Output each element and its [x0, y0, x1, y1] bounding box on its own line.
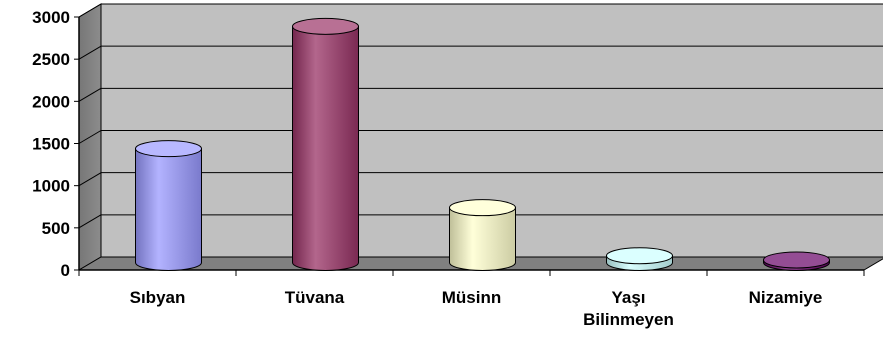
bar-3 — [606, 247, 673, 271]
gridline-side — [78, 172, 102, 187]
gridline-side — [78, 214, 102, 229]
x-tick-labels: Sıbyan Tüvana Müsinn Yaşı Bilinmeyen Nizamiye — [130, 288, 823, 329]
y-tick-label: 3000 — [32, 8, 70, 27]
gridline-side — [78, 87, 102, 102]
gridline-side — [78, 3, 102, 18]
x-tick-label: Müsinn — [442, 288, 502, 307]
bar-1 — [292, 17, 359, 271]
bars — [135, 17, 830, 271]
y-tick-labels: 0 500 1000 1500 2000 2500 3000 — [32, 8, 70, 280]
x-tick-label: Sıbyan — [130, 288, 186, 307]
y-tick-label: 2500 — [32, 50, 70, 69]
gridline-side — [78, 130, 102, 144]
y-tick-label: 0 — [61, 261, 70, 280]
y-tick-label: 2000 — [32, 92, 70, 111]
x-tick-label: Nizamiye — [749, 288, 823, 307]
y-tick-label: 1000 — [32, 177, 70, 196]
cylinder-body — [135, 148, 202, 271]
cylinder-top — [292, 17, 359, 35]
x-tick-label: Tüvana — [285, 288, 345, 307]
cylinder-top — [135, 140, 202, 158]
x-tick-label: Yaşı Bilinmeyen — [583, 288, 674, 329]
cylinder-body — [449, 207, 516, 271]
cylinder-body — [292, 25, 359, 271]
cylinder-top — [606, 247, 673, 265]
cylinder-top — [763, 251, 830, 269]
bar-2 — [449, 199, 516, 271]
gridlines — [78, 3, 883, 229]
bar-4 — [763, 251, 830, 271]
y-tick-label: 1500 — [32, 135, 70, 154]
y-tick-label: 500 — [42, 219, 70, 238]
cylinder-top — [449, 199, 516, 217]
gridline-side — [78, 45, 102, 60]
bar-0 — [135, 140, 202, 271]
